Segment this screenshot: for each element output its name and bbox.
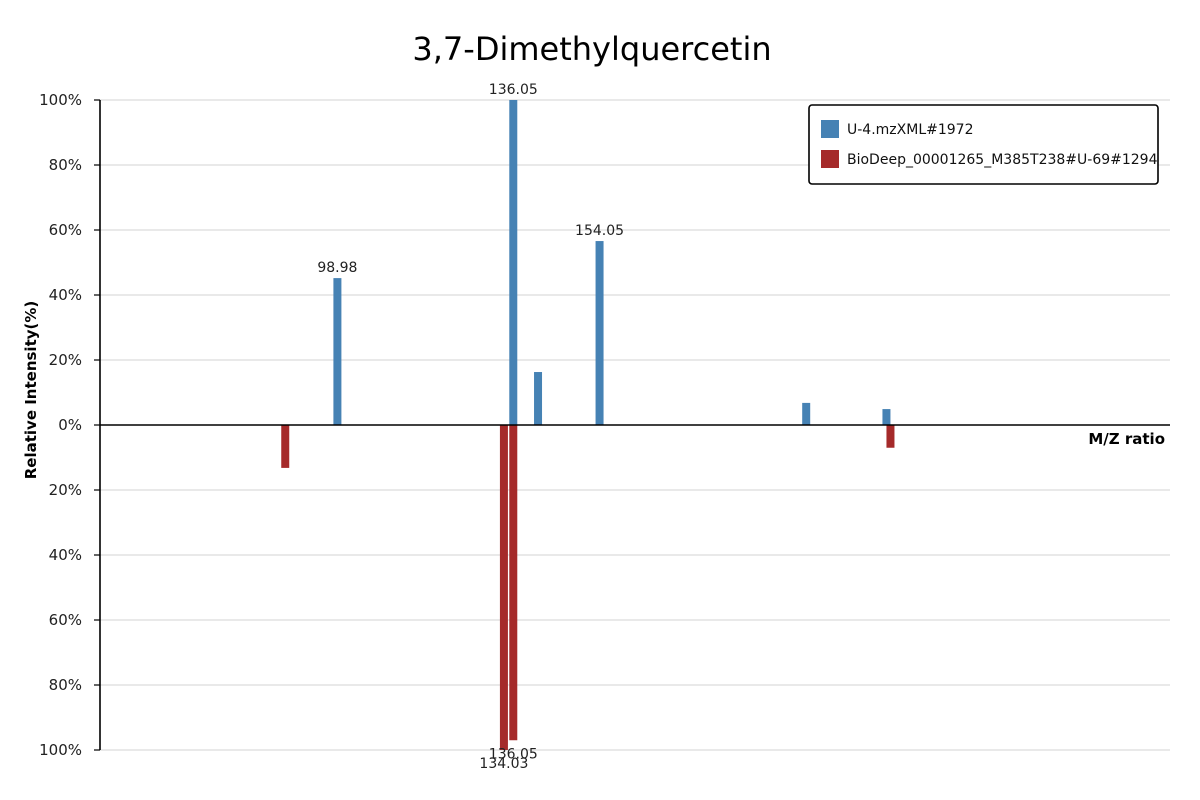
y-tick-label: 40% <box>49 546 82 564</box>
y-tick-label: 80% <box>49 676 82 694</box>
peak-bar <box>281 425 290 468</box>
peak-bar <box>534 372 543 425</box>
legend-box <box>808 104 1159 185</box>
peak-label: 134.03 <box>479 756 528 772</box>
peak-label: 98.98 <box>317 260 357 276</box>
legend-label-series-1: U-4.mzXML#1972 <box>847 122 973 138</box>
peak-bar <box>882 409 891 425</box>
peak-label: 154.05 <box>575 223 624 239</box>
peak-label: 136.05 <box>489 746 538 762</box>
y-tick-label: 100% <box>39 741 82 759</box>
axes <box>99 100 1170 750</box>
peak-bar <box>509 100 518 425</box>
peak-bar <box>886 425 895 448</box>
y-axis-title: Relative Intensity(%) <box>22 301 40 480</box>
peak-bar <box>509 425 518 741</box>
peak-bar <box>499 425 508 750</box>
grid-lines <box>100 99 1170 751</box>
peak-bar <box>595 241 604 425</box>
peak-bar <box>333 278 342 425</box>
y-tick-label: 100% <box>39 91 82 109</box>
y-tick-label: 20% <box>49 351 82 369</box>
y-tick-label: 60% <box>49 611 82 629</box>
y-tick-labels: 100% 80% 60% 40% 20% 0% 20% 40% 60% 80% 100% <box>39 91 100 759</box>
x-axis-title: M/Z ratio <box>1088 430 1165 448</box>
y-tick-label: 20% <box>49 481 82 499</box>
peaks <box>281 100 895 750</box>
legend-swatch-series-2 <box>821 150 839 168</box>
y-tick-label: 60% <box>49 221 82 239</box>
peak-bar <box>802 402 811 425</box>
y-tick-label: 40% <box>49 286 82 304</box>
peak-label: 136.05 <box>489 82 538 98</box>
legend-label-series-2: BioDeep_00001265_M385T238#U-69#1294 <box>847 152 1158 168</box>
chart-title: 3,7-Dimethylquercetin <box>412 30 771 68</box>
y-tick-label: 80% <box>49 156 82 174</box>
legend: U-4.mzXML#1972 BioDeep_00001265_M385T238… <box>808 104 1159 185</box>
y-tick-label: 0% <box>58 416 82 434</box>
legend-swatch-series-1 <box>821 120 839 138</box>
